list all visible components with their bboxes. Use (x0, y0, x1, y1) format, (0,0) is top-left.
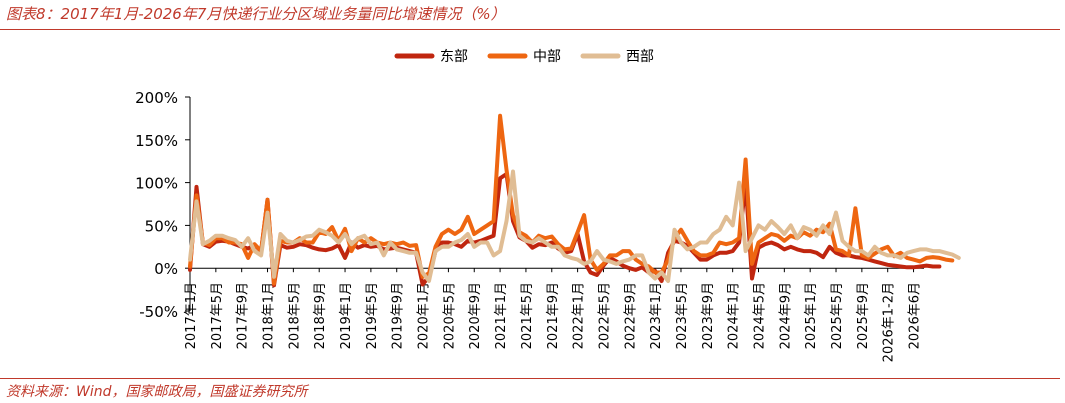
x-tick-label: 2025年9月 (856, 282, 871, 349)
y-tick-label: 0% (154, 260, 178, 278)
x-tick-label: 2026年6月 (908, 282, 923, 349)
x-tick-label: 2023年5月 (675, 282, 690, 349)
legend-label-1: 中部 (533, 49, 561, 65)
x-tick-label: 2023年1月 (649, 282, 664, 349)
chart-axes: -50% 0% 50% 100% 150% 200% 2017年1月 2017年5月 2017年… (135, 89, 924, 362)
x-tick-label: 2020年5月 (442, 282, 457, 349)
x-tick-label: 2020年1月 (417, 282, 432, 349)
figure-title: 图表8：2017年1月-2026年7月快递行业分区域业务量同比增速情况（%） (6, 5, 506, 23)
legend-label-0: 东部 (440, 49, 468, 65)
x-tick-label: 2017年9月 (236, 282, 251, 349)
bottom-rule (0, 378, 1060, 379)
y-tick-label: -50% (139, 303, 178, 321)
x-tick-label: 2020年9月 (468, 282, 483, 349)
plot-area (188, 113, 961, 288)
x-tick-label: 2017年5月 (210, 282, 225, 349)
x-tick-label: 2024年9月 (778, 282, 793, 349)
series-line-2 (188, 169, 961, 283)
x-tick-label: 2021年5月 (520, 282, 535, 349)
top-rule (0, 29, 1060, 30)
x-tick-label: 2022年1月 (572, 282, 587, 349)
x-tick-label: 2019年1月 (339, 282, 354, 349)
x-tick-label: 2021年1月 (494, 282, 509, 349)
x-tick-label: 2023年9月 (701, 282, 716, 349)
x-tick-label: 2017年1月 (184, 282, 199, 349)
y-tick-label: 50% (145, 217, 178, 235)
x-tick-label: 2018年9月 (313, 282, 328, 349)
y-tick-label: 100% (135, 175, 178, 193)
y-tick-label: 150% (135, 132, 178, 150)
legend-label-2: 西部 (626, 49, 654, 65)
y-tick-label: 200% (135, 89, 178, 107)
x-tick-label: 2019年9月 (391, 282, 406, 349)
x-tick-label: 2022年9月 (623, 282, 638, 349)
x-tick-label: 2018年1月 (262, 282, 277, 349)
x-tick-label: 2018年5月 (287, 282, 302, 349)
x-tick-label: 2021年9月 (546, 282, 561, 349)
x-tick-label: 2022年5月 (597, 282, 612, 349)
chart-legend: 东部 中部 西部 (394, 49, 654, 65)
x-tick-label: 2024年1月 (727, 282, 742, 349)
source-note: 资料来源：Wind，国家邮政局，国盛证券研究所 (6, 384, 308, 400)
x-tick-label: 2024年5月 (752, 282, 767, 349)
x-tick-label: 2025年1月 (804, 282, 819, 349)
x-tick-label: 2026年1-2月 (882, 282, 897, 362)
x-tick-label: 2025年5月 (830, 282, 845, 349)
x-tick-label: 2019年5月 (365, 282, 380, 349)
